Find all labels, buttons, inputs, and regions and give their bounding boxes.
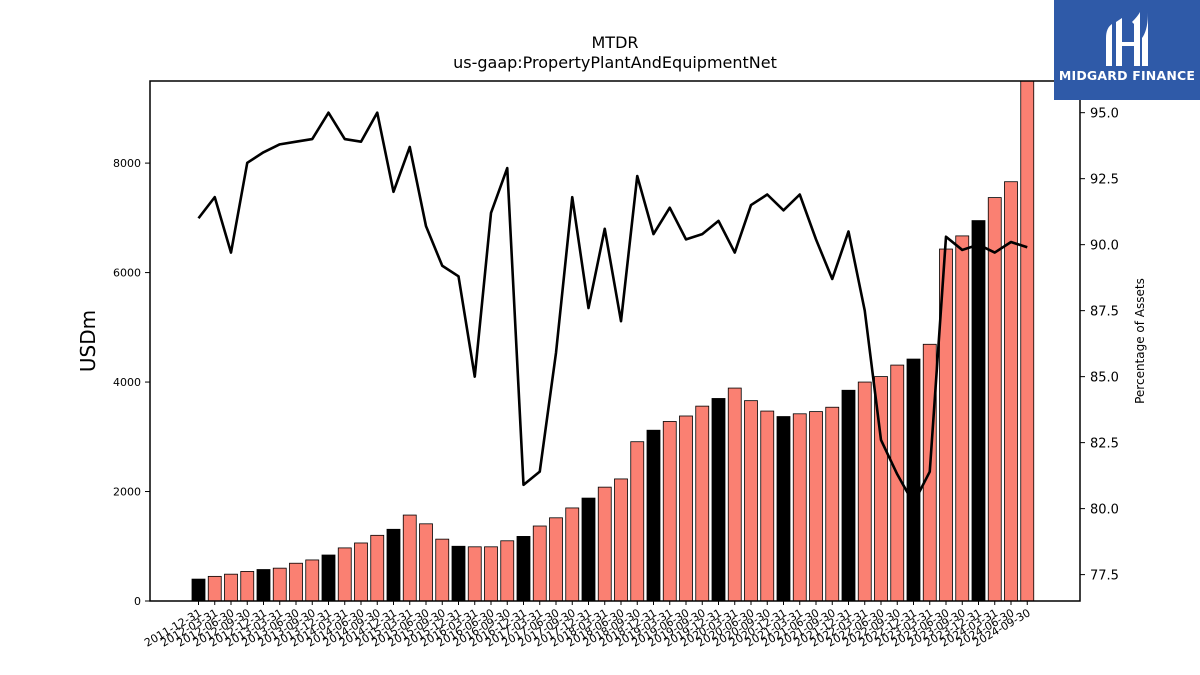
bar: [792, 413, 807, 602]
bar: [370, 534, 385, 602]
bar: [662, 421, 677, 602]
y-tick-label: 6000: [113, 267, 141, 280]
bar: [549, 517, 563, 602]
bar: [760, 410, 775, 602]
chart-title: MTDR: [591, 33, 638, 52]
bar-series: [191, 80, 1035, 602]
bar: [841, 389, 856, 602]
bar: [402, 514, 417, 602]
y2-tick-label: 82.5: [1090, 437, 1119, 452]
bar: [272, 567, 287, 602]
bar: [971, 220, 986, 602]
y2-tick-label: 95.0: [1090, 107, 1119, 122]
bar: [484, 546, 498, 602]
bar: [857, 381, 872, 602]
bar: [597, 486, 612, 602]
bar: [435, 538, 450, 602]
bar: [1020, 80, 1035, 602]
bar: [386, 528, 401, 602]
bar: [500, 540, 515, 602]
bar: [224, 573, 238, 602]
bar: [207, 575, 222, 602]
bar: [744, 400, 758, 602]
bar: [256, 569, 271, 602]
bar: [987, 197, 1002, 602]
y-tick-label: 8000: [113, 157, 141, 170]
axes: 0 2000 4000 6000 8000 77.5 80.0 82.5 85.0 87.5 90.…: [113, 80, 1119, 608]
bar: [467, 546, 482, 602]
bar: [337, 547, 352, 602]
bar: [581, 497, 596, 602]
logo-mark-icon: [1106, 12, 1148, 66]
y2-tick-label: 90.0: [1090, 239, 1119, 254]
plot-frame: [149, 80, 1081, 602]
bar: [825, 406, 840, 602]
bar: [614, 478, 628, 602]
bar: [646, 429, 661, 602]
bar: [630, 441, 645, 602]
y2-tick-label: 92.5: [1090, 173, 1119, 188]
chart-subtitle: us-gaap:PropertyPlantAndEquipmentNet: [453, 53, 777, 72]
y2-tick-label: 80.0: [1090, 503, 1119, 518]
x-tick-labels: 2011-12-312012-03-312012-06-302012-09-30…: [142, 601, 1033, 650]
bar: [289, 562, 303, 602]
bar: [809, 411, 823, 602]
bar: [191, 578, 206, 602]
bar: [532, 525, 547, 602]
bar: [906, 358, 921, 602]
bar: [305, 559, 320, 602]
line-series: [197, 111, 1028, 505]
bar: [727, 387, 742, 602]
bar: [321, 554, 336, 602]
bar: [711, 398, 726, 602]
y2-axis-label: Percentage of Assets: [1133, 278, 1147, 404]
y2-tick-label: 87.5: [1090, 305, 1119, 320]
brand-logo: MIDGARD FINANCE: [1054, 0, 1200, 100]
y-tick-label: 2000: [113, 486, 141, 499]
bar: [695, 405, 710, 602]
bar: [955, 235, 970, 602]
bar: [354, 542, 368, 602]
bar: [451, 545, 466, 602]
y-axis-label: USDm: [76, 310, 100, 372]
bar: [240, 571, 255, 602]
bar: [419, 523, 433, 602]
bar: [565, 507, 580, 602]
y2-tick-label: 77.5: [1090, 569, 1119, 584]
bar: [776, 416, 791, 602]
y-tick-label: 4000: [113, 376, 141, 389]
percentage-line: [197, 111, 1028, 505]
bar: [679, 415, 693, 602]
y2-tick-label: 85.0: [1090, 371, 1119, 386]
brand-name: MIDGARD FINANCE: [1058, 68, 1196, 83]
y-tick-label: 0: [134, 595, 141, 608]
bar: [516, 536, 531, 602]
